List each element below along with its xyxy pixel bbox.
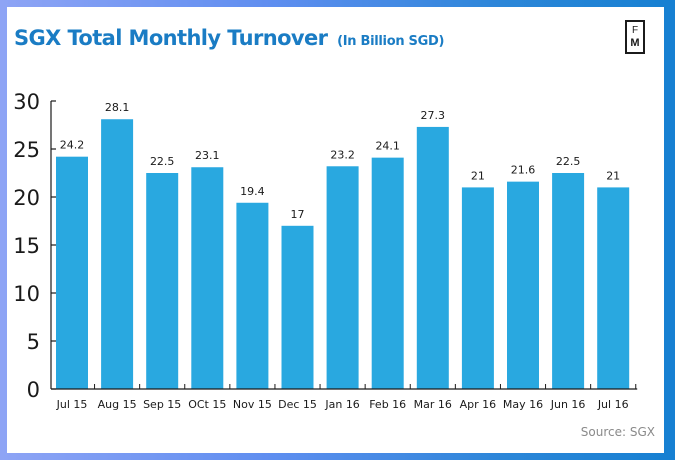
bar: [101, 119, 134, 390]
bar-value-label: 24.1: [375, 140, 400, 153]
x-tick-label: Nov 15: [233, 398, 272, 411]
x-tick-label: Sep 15: [143, 398, 181, 411]
bar: [371, 157, 404, 389]
y-tick-label: 25: [13, 138, 40, 162]
bars: 24.2 28.1 22.5 23.1 19.4 17 23.2 24.1 27.3 21 21.6…: [56, 101, 630, 390]
bar: [507, 181, 539, 389]
y-tick-label: 15: [13, 234, 40, 258]
bar: [416, 126, 449, 390]
chart-title-main: SGX Total Monthly Turnover: [14, 26, 328, 50]
chart-title: SGX Total Monthly Turnover (In Billion S…: [14, 26, 444, 50]
bar: [146, 173, 179, 389]
y-tick-label: 10: [13, 282, 40, 306]
bar: [236, 202, 269, 389]
bar-value-label: 23.1: [195, 149, 220, 162]
x-tick-label: Jan 16: [324, 398, 359, 411]
fm-logo: F M: [625, 20, 645, 54]
x-tick-label: Mar 16: [414, 398, 452, 411]
bar: [56, 156, 88, 389]
x-tick-label: OCt 15: [188, 398, 226, 411]
chart-title-unit: (In Billion SGD): [337, 34, 445, 49]
bar: [461, 187, 494, 389]
x-axis: Jul 15 Aug 15 Sep 15 OCt 15 Nov 15 Dec 15 Jan …: [51, 384, 638, 411]
source-note: Source: SGX: [580, 425, 655, 439]
bar-value-label: 22.5: [556, 155, 581, 168]
bar-value-label: 24.2: [60, 139, 85, 152]
x-tick-label: Apr 16: [460, 398, 497, 411]
x-tick-label: Dec 15: [278, 398, 317, 411]
y-axis: 0 5 10 15 20 25 30: [13, 90, 56, 402]
x-tick-label: Aug 15: [98, 398, 137, 411]
x-tick-label: May 16: [503, 398, 543, 411]
bar: [597, 187, 630, 389]
x-tick-label: Jul 15: [56, 398, 88, 411]
bar-value-label: 21: [606, 169, 620, 182]
bar-value-label: 27.3: [421, 109, 446, 122]
logo-letter-f: F: [631, 25, 639, 36]
y-tick-label: 30: [13, 90, 40, 114]
y-tick-label: 20: [13, 186, 40, 210]
y-tick-label: 5: [27, 330, 40, 354]
bar-value-label: 17: [291, 208, 305, 221]
bar: [552, 173, 585, 389]
logo-letter-m: M: [630, 37, 640, 49]
bar-value-label: 21: [471, 169, 485, 182]
bar-value-label: 23.2: [330, 148, 355, 161]
bar: [326, 166, 359, 389]
y-tick-label: 0: [27, 378, 40, 402]
bar-value-label: 19.4: [240, 185, 265, 198]
x-tick-label: Jul 16: [597, 398, 629, 411]
bar: [191, 167, 224, 389]
bar-value-label: 28.1: [105, 101, 130, 114]
x-tick-label: Jun 16: [550, 398, 586, 411]
bar-value-label: 21.6: [511, 164, 536, 177]
bar-value-label: 22.5: [150, 155, 175, 168]
x-tick-label: Feb 16: [369, 398, 406, 411]
bar: [281, 225, 314, 389]
